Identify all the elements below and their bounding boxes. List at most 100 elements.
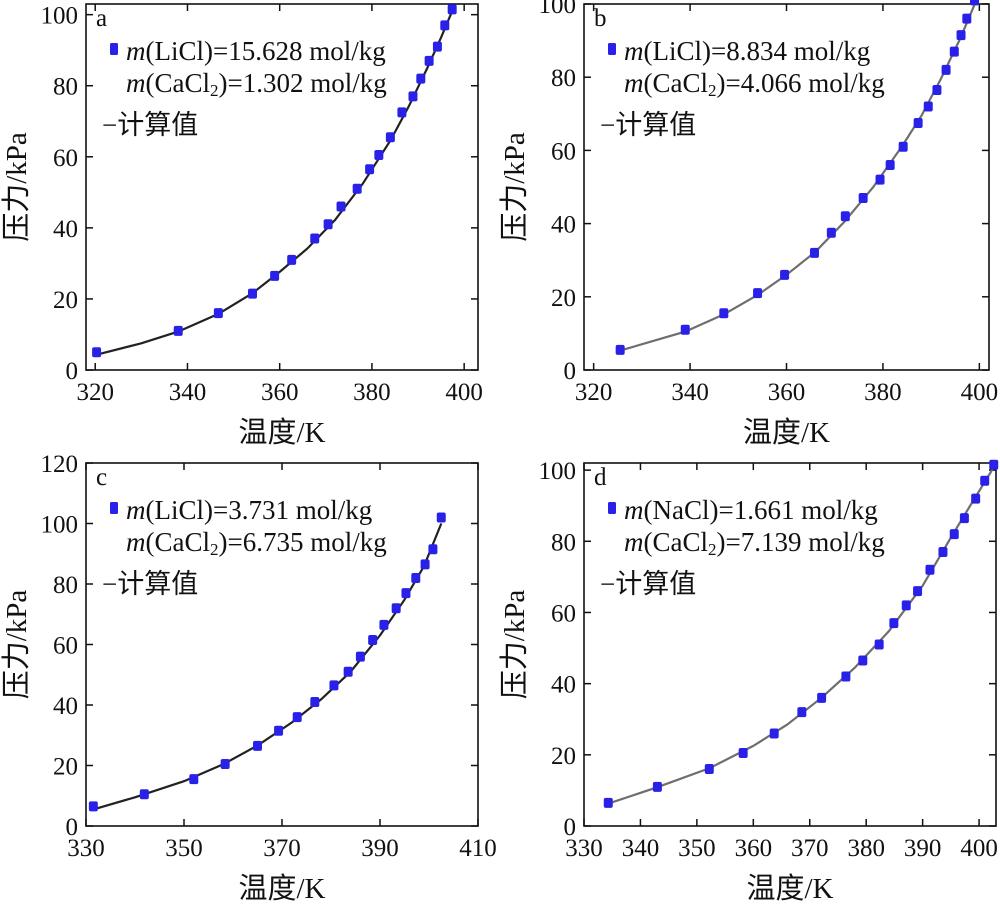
data-point [355,651,365,662]
data-point [379,619,389,630]
legend-var-m: m [624,36,644,66]
legend-var-m: m [624,68,644,98]
data-point [447,4,457,15]
legend-line-2-pre: (CaCl [146,527,211,557]
data-point [287,254,297,265]
data-point [841,671,851,682]
x-tick-label: 340 [622,835,660,862]
data-point [310,696,320,707]
data-point [989,459,999,470]
y-tick-label: 40 [53,216,78,243]
data-point [385,132,395,143]
data-point [889,618,899,629]
legend-line-1: m(LiCl)=15.628 mol/kg [126,36,386,66]
x-tick-label: 410 [459,835,497,862]
plot-frame [583,462,997,827]
y-axis-title: 压力/kPa [0,132,33,242]
legend-line-3: −计算值 [600,569,696,599]
data-point [343,666,353,677]
legend-line-2-pre: (CaCl [644,68,709,98]
data-point [959,513,969,524]
legend-line-1-text: (LiCl)=15.628 mol/kg [146,36,386,66]
y-tick-label: 40 [551,672,576,699]
panel-letter: b [594,5,607,32]
y-tick-label: 100 [539,458,577,485]
data-point [603,797,613,808]
data-point [941,64,951,75]
data-point [270,270,280,281]
legend-line-3: −计算值 [102,569,198,599]
x-axis-title: 温度/K [743,416,830,449]
y-tick-label: 80 [551,65,576,92]
plot-frame [85,3,479,371]
legend: m(NaCl)=1.661 mol/kgm(CaCl2)=7.139 mol/k… [600,495,885,599]
data-point [923,101,933,112]
data-point [840,211,850,222]
y-tick-label: 0 [66,358,79,385]
legend-var-m: m [126,36,146,66]
legend-point-marker [110,502,118,514]
data-point [780,269,790,280]
legend-line-1: m(LiCl)=3.731 mol/kg [126,495,372,525]
y-axis-title: 压力/kPa [0,590,33,700]
data-point [817,692,827,703]
y-axis-title: 压力/kPa [498,590,531,700]
panel-d: 330 340 350 360 370 380 390 400 0 20 40 60 80 100 温度/K… [498,458,999,905]
data-point [858,655,868,666]
x-tick-label: 370 [263,835,301,862]
data-point [753,288,763,299]
legend: m(LiCl)=3.731 mol/kgm(CaCl2)=6.735 mol/k… [102,495,387,599]
x-tick-label: 400 [960,835,998,862]
legend-line-2-post: )=4.066 mol/kg [717,68,885,98]
legend-line-1-text: (NaCl)=1.661 mol/kg [644,495,878,525]
x-tick-label: 400 [961,379,999,406]
legend-point-marker [608,43,616,55]
panel-letter: c [96,464,107,491]
x-tick-label: 380 [353,379,391,406]
data-point [336,201,346,212]
x-tick-label: 330 [67,835,105,862]
x-tick-label: 360 [768,379,806,406]
legend-line-2-sub: 2 [708,540,717,559]
legend-line-symbol: − [102,110,117,140]
data-point [949,46,959,57]
legend-point-marker [110,43,118,55]
data-point [932,85,942,96]
data-point [92,347,102,358]
legend-line-2: m(CaCl2)=7.139 mol/kg [624,527,885,559]
calculated-line [92,523,443,811]
data-point [971,493,981,504]
data-point [874,639,884,650]
data-point [292,712,302,723]
y-tick-label: 60 [53,145,78,172]
y-tick-label: 60 [551,138,576,165]
legend-line-2-sub: 2 [210,540,219,559]
data-point [436,512,446,523]
x-axis-title: 温度/K [238,416,325,449]
panel-c: 330 350 370 390 410 0 20 40 60 80 100 120 温度/K 压力/kPa… [0,451,497,905]
y-tick-label: 20 [551,743,576,770]
data-point [738,748,748,759]
data-point [432,41,442,52]
legend-point-marker [608,502,616,514]
panel-a: 320 340 360 380 400020406080100温度/K压力/kPaam(… [0,3,483,449]
legend-var-m: m [126,527,146,557]
y-axis-title: 压力/kPa [498,132,531,242]
data-point [962,13,972,24]
legend-line-1: m(LiCl)=8.834 mol/kg [624,36,870,66]
data-point [885,160,895,171]
data-point [368,634,378,645]
y-tick-label: 0 [66,814,79,841]
data-point [139,789,149,800]
x-axis-title: 温度/K [238,872,325,905]
data-point [88,801,98,812]
legend-var-m: m [624,495,644,525]
y-tick-label: 100 [539,0,577,19]
x-tick-label: 330 [565,835,603,862]
y-tick-label: 0 [564,358,577,385]
data-point [652,781,662,792]
legend-line-2-pre: (CaCl [146,68,211,98]
y-tick-label: 100 [41,512,79,539]
y-tick-label: 100 [41,3,79,30]
legend-var-m: m [126,495,146,525]
